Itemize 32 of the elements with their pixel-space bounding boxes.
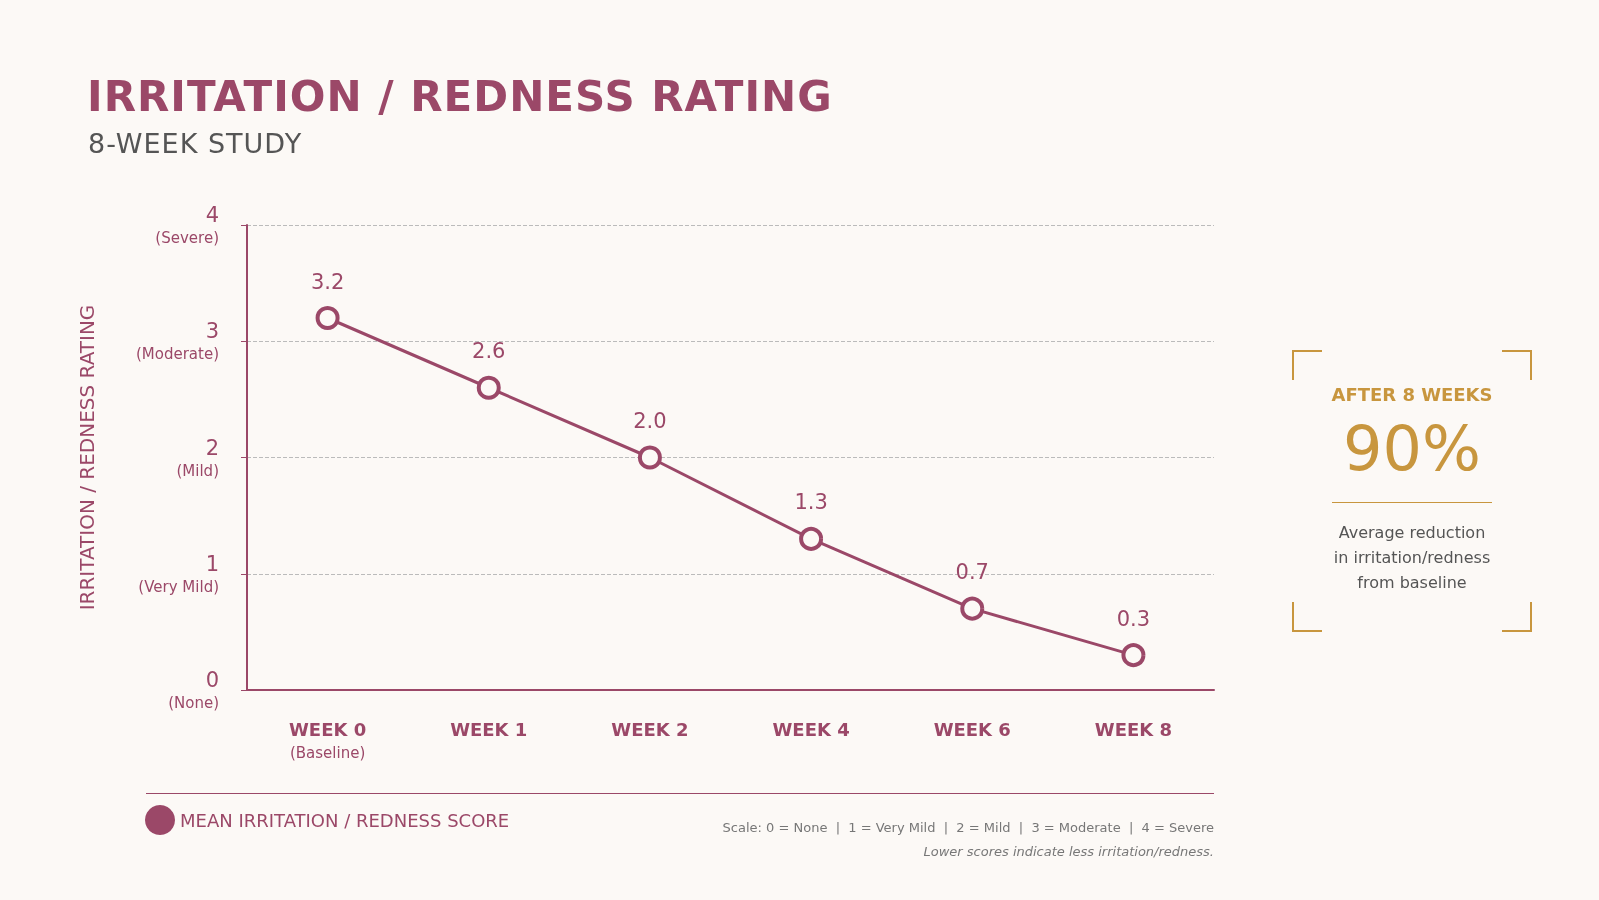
text: Lower scores indicate less irritation/redness. — [923, 844, 1214, 859]
legend-label: MEAN IRRITATION / REDNESS SCORE — [180, 809, 510, 831]
text: Average reduction in irritation/redness from baseline — [1332, 522, 1492, 594]
x-tick-label: WEEK 8 — [1094, 718, 1173, 740]
text: Scale: 0 = None | 1 = Very Mild | 2 = Mild | 3 = Moderate | 4 = Severe — [722, 820, 1214, 835]
y-tick-label: 4 (Severe) — [155, 203, 219, 247]
text: 90% — [1342, 412, 1482, 485]
x-tick-label: WEEK 0 (Baseline) — [288, 718, 367, 762]
y-tick-label: 2 (Mild) — [176, 435, 219, 480]
x-tick-label: WEEK 4 — [772, 718, 850, 740]
x-tick-label: WEEK 1 — [450, 718, 528, 740]
point — [799, 526, 824, 551]
x-tick-label: WEEK 6 — [933, 718, 1011, 740]
chart-title: IRRITATION / REDNESS RATING — [87, 72, 833, 121]
x-tick-label: WEEK 2 — [611, 718, 689, 740]
data-label: 0.3 — [1116, 606, 1151, 631]
y-tick-label: 0 (None) — [168, 668, 219, 712]
point — [637, 445, 662, 470]
data-label: 1.3 — [794, 490, 828, 515]
text: AFTER 8 WEEKS — [1330, 384, 1494, 405]
point — [960, 596, 985, 621]
data-label: 0.7 — [955, 560, 989, 585]
point — [315, 306, 340, 330]
data-label: 2.6 — [472, 339, 506, 364]
chart-subtitle: 8-WEEK STUDY — [88, 128, 303, 159]
point — [1121, 643, 1146, 668]
data-label: 2.0 — [633, 409, 667, 433]
y-tick-label: 3 (Moderate) — [135, 319, 219, 364]
y-tick-label: 1 (Very Mild) — [138, 551, 219, 596]
point — [476, 375, 501, 400]
y-axis-title: IRRITATION / REDNESS RATING — [75, 304, 99, 611]
data-label: 3.2 — [310, 269, 345, 294]
